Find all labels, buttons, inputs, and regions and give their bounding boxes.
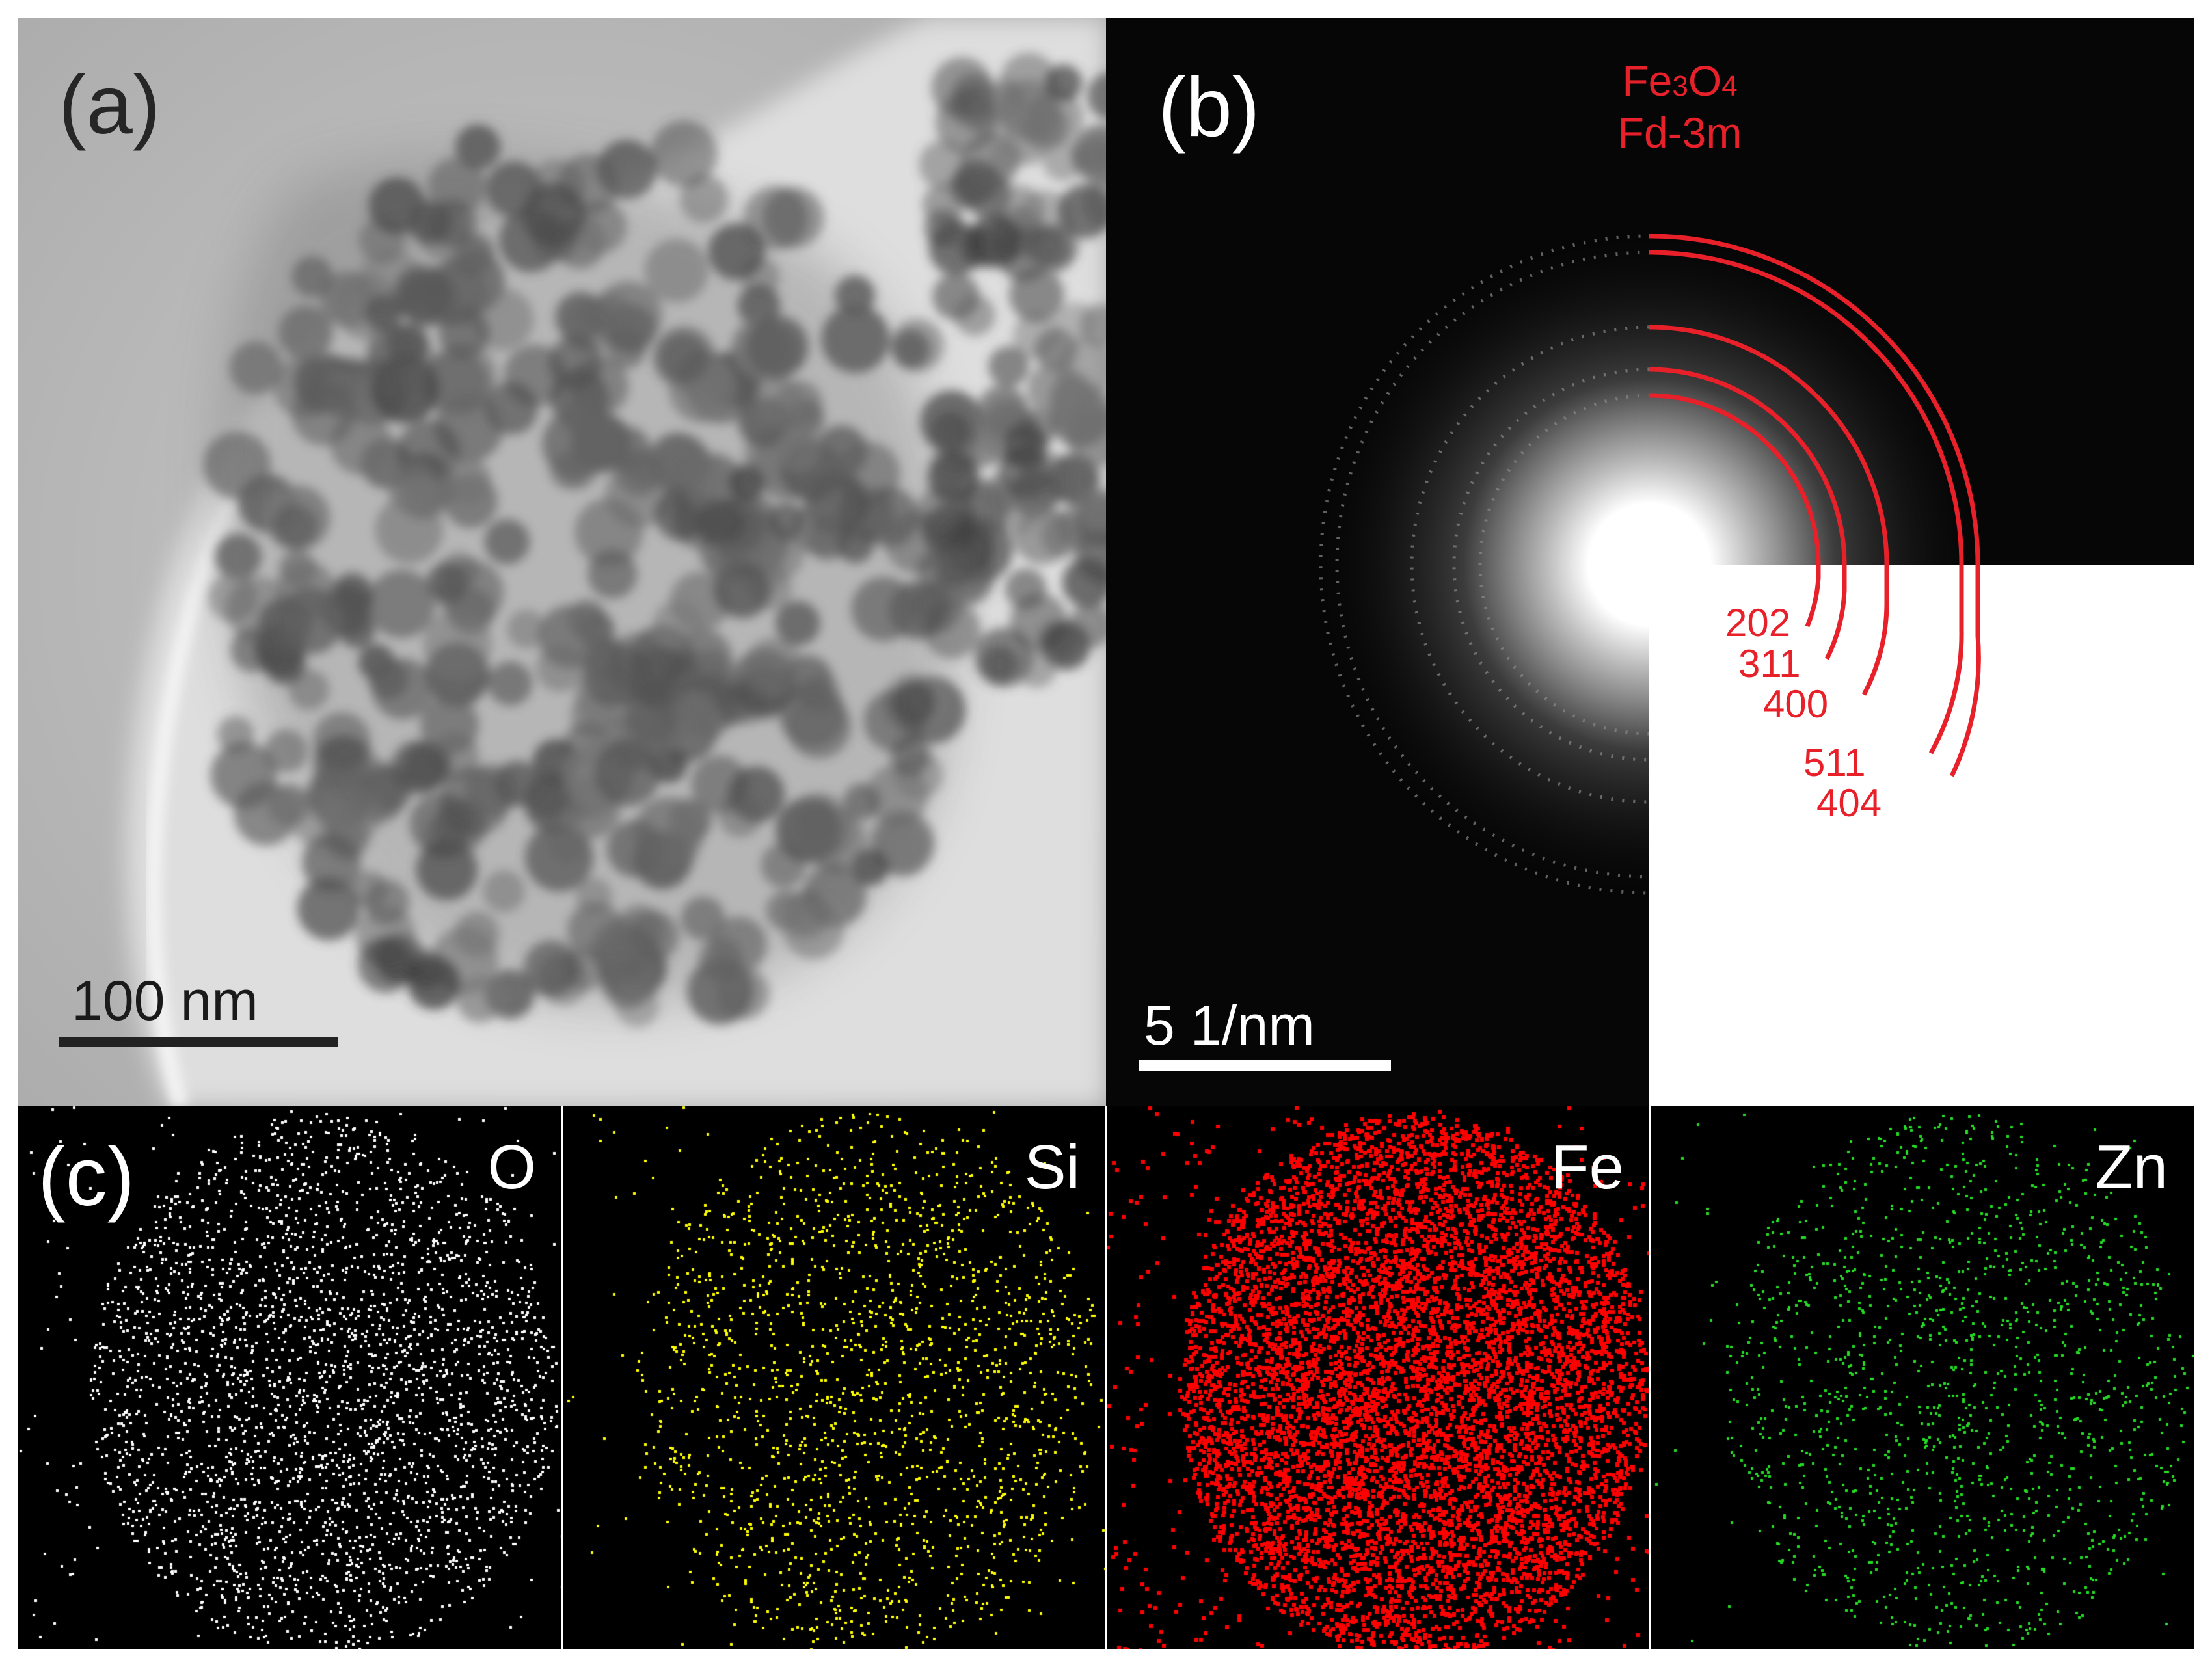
element-label-zn: Zn bbox=[2094, 1132, 2168, 1202]
eds-map-oxygen-canvas bbox=[18, 1106, 562, 1649]
ring-label-202: 202 bbox=[1725, 601, 1791, 645]
map-divider bbox=[561, 1106, 563, 1649]
map-divider bbox=[1649, 1106, 1651, 1649]
ring-label-404: 404 bbox=[1816, 781, 1882, 825]
phase-sub-3: 3 bbox=[1672, 70, 1688, 102]
eds-map-oxygen: (c) O bbox=[18, 1106, 562, 1649]
panel-b-label: (b) bbox=[1158, 61, 1260, 154]
space-group: Fd-3m bbox=[1617, 109, 1742, 157]
phase-element-fe: Fe bbox=[1622, 57, 1673, 105]
phase-element-o: O bbox=[1688, 57, 1722, 105]
panel-a-label: (a) bbox=[59, 59, 161, 152]
tem-image-panel: (a) 100 nm bbox=[18, 18, 1106, 1106]
phase-sub-4: 4 bbox=[1721, 70, 1738, 102]
diffraction-pattern bbox=[1106, 18, 2194, 1106]
eds-map-zinc: Zn bbox=[1650, 1106, 2194, 1649]
element-label-fe: Fe bbox=[1550, 1132, 1624, 1202]
scale-bar-a-label: 100 nm bbox=[72, 970, 258, 1032]
eds-map-silicon-canvas bbox=[562, 1106, 1106, 1649]
eds-map-iron: Fe bbox=[1106, 1106, 1650, 1649]
scale-bar-a-line bbox=[59, 1037, 338, 1047]
ring-arcs bbox=[1649, 234, 1981, 777]
scale-bar-b-line bbox=[1139, 1060, 1391, 1071]
ring-label-511: 511 bbox=[1803, 741, 1866, 784]
saed-pattern-panel: (b) Fe3O4 Fd-3m 202 311 400 511 404 5 1/… bbox=[1106, 18, 2194, 1106]
eds-map-silicon: Si bbox=[562, 1106, 1106, 1649]
element-label-si: Si bbox=[1024, 1132, 1080, 1202]
scale-bar-b-label: 5 1/nm bbox=[1144, 995, 1315, 1057]
panel-c-label: (c) bbox=[38, 1130, 135, 1223]
tem-micrograph bbox=[18, 18, 1106, 1106]
eds-map-iron-canvas bbox=[1106, 1106, 1650, 1649]
ring-label-400: 400 bbox=[1763, 682, 1829, 726]
map-divider bbox=[1105, 1106, 1107, 1649]
phase-formula: Fe3O4 bbox=[1595, 56, 1764, 105]
ring-label-311: 311 bbox=[1738, 642, 1801, 686]
element-label-o: O bbox=[487, 1132, 536, 1202]
eds-map-zinc-canvas bbox=[1650, 1106, 2194, 1649]
